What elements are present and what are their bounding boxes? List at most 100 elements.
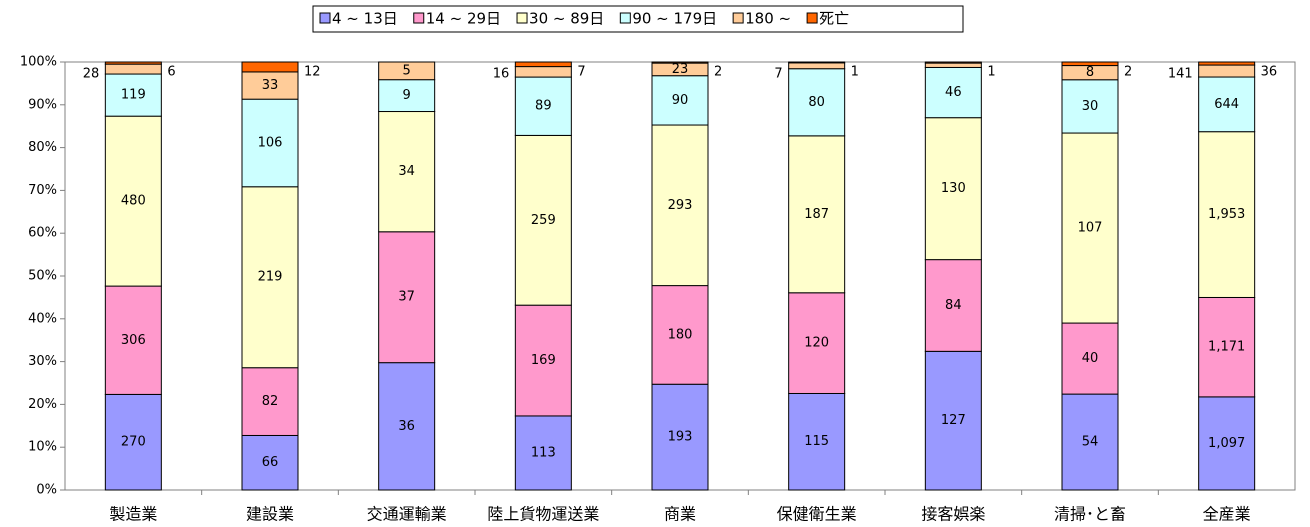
y-tick-label: 70%	[28, 183, 57, 198]
data-label: 141	[1168, 67, 1193, 82]
data-label: 169	[531, 353, 556, 368]
y-tick-label: 80%	[28, 140, 57, 155]
bar-segment	[1198, 396, 1256, 491]
data-label: 1,097	[1208, 436, 1245, 451]
legend-swatch	[619, 12, 631, 24]
data-label: 9	[403, 88, 411, 103]
bar-segment	[788, 62, 846, 70]
data-label: 89	[535, 99, 552, 114]
bar-segment	[514, 61, 572, 68]
data-label: 80	[808, 95, 825, 110]
legend-swatch	[732, 12, 744, 24]
x-tick-label: 保健衛生業	[777, 505, 857, 524]
data-label: 46	[945, 85, 962, 100]
legend-label: 180 ~	[745, 10, 791, 28]
y-tick-label: 0%	[36, 483, 57, 498]
bar-segment	[1198, 76, 1256, 133]
data-label: 66	[262, 455, 279, 470]
data-label: 30	[1082, 99, 1099, 114]
data-label: 187	[804, 207, 829, 222]
data-label: 2	[714, 65, 722, 80]
x-tick-label: 交通運輸業	[367, 505, 447, 524]
bar-segment	[241, 61, 299, 73]
x-tick-label: 接客娯楽	[921, 505, 985, 524]
bar-segment	[924, 62, 982, 68]
data-label: 219	[258, 270, 283, 285]
bar-segment	[1198, 64, 1256, 78]
data-label: 1,171	[1208, 340, 1245, 355]
data-label: 8	[1086, 65, 1094, 80]
y-tick-label: 20%	[28, 397, 57, 412]
bar-segment	[788, 61, 846, 64]
legend-label: 14 ~ 29日	[426, 10, 501, 28]
data-label: 12	[304, 65, 321, 80]
bar-segment	[1061, 79, 1119, 134]
bar-segment	[378, 231, 436, 364]
legend-swatch	[413, 12, 425, 24]
y-tick-label: 50%	[28, 269, 57, 284]
data-label: 107	[1078, 221, 1103, 236]
legend-label: 30 ~ 89日	[529, 10, 604, 28]
data-label: 127	[941, 413, 966, 428]
data-label: 33	[262, 78, 279, 93]
bar-segment	[104, 285, 162, 395]
data-label: 644	[1214, 97, 1239, 112]
x-tick-label: 全産業	[1203, 505, 1251, 524]
x-tick-label: 陸上貨物運送業	[487, 505, 599, 524]
bar-segment	[514, 66, 572, 78]
data-label: 120	[804, 336, 829, 351]
data-label: 306	[121, 333, 146, 348]
data-label: 113	[531, 445, 556, 460]
bar-segment	[788, 68, 846, 137]
bar-segment	[104, 63, 162, 75]
data-label: 1,953	[1208, 207, 1245, 222]
bar-segment	[924, 117, 982, 261]
data-label: 7	[774, 67, 782, 82]
data-label: 34	[398, 164, 415, 179]
bar-segment	[651, 61, 709, 64]
y-tick-label: 40%	[28, 311, 57, 326]
bar-segment	[104, 393, 162, 491]
bar-segment	[788, 392, 846, 491]
x-tick-label: 清掃･と畜	[1054, 505, 1126, 524]
bar-segment	[651, 124, 709, 287]
legend-swatch	[516, 12, 528, 24]
data-label: 1	[987, 65, 995, 80]
data-label: 7	[577, 65, 585, 80]
data-label: 28	[83, 67, 100, 82]
legend-label: 死亡	[819, 10, 849, 28]
data-label: 106	[258, 135, 283, 150]
bar-segment	[651, 383, 709, 491]
bar-segment	[241, 71, 299, 100]
bar-segment	[1198, 296, 1256, 398]
bar-segment	[1061, 322, 1119, 395]
data-label: 130	[941, 181, 966, 196]
data-label: 270	[121, 435, 146, 450]
data-label: 480	[121, 194, 146, 209]
legend-swatch	[806, 12, 818, 24]
bar-segment	[1061, 132, 1119, 324]
bar-segment	[378, 362, 436, 491]
data-label: 90	[672, 93, 689, 108]
data-label: 1	[851, 65, 859, 80]
bar-segment	[104, 115, 162, 287]
bar-segment	[241, 434, 299, 491]
bar-segment	[788, 135, 846, 294]
bar-segment	[104, 73, 162, 117]
data-label: 2	[1124, 65, 1132, 80]
data-label: 193	[668, 430, 693, 445]
bar-segment	[1061, 61, 1119, 67]
data-label: 16	[493, 67, 510, 82]
y-tick-label: 10%	[28, 440, 57, 455]
data-label: 115	[804, 434, 829, 449]
data-label: 37	[398, 290, 415, 305]
bar-segment	[924, 61, 982, 64]
y-tick-label: 30%	[28, 354, 57, 369]
bar-segment	[241, 186, 299, 369]
data-label: 36	[398, 419, 415, 434]
data-label: 6	[167, 65, 175, 80]
x-tick-label: 建設業	[246, 505, 294, 524]
bar-segment	[241, 98, 299, 188]
legend-label: 90 ~ 179日	[632, 10, 717, 28]
